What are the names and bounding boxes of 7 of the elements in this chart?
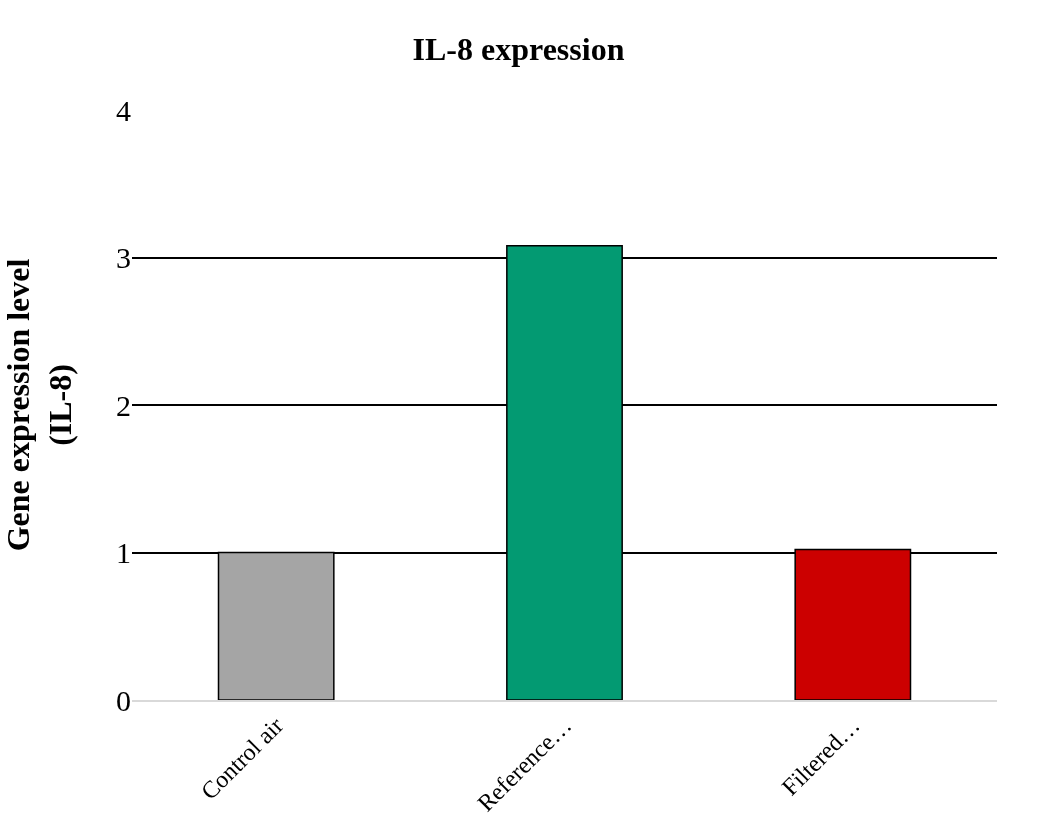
chart-title: IL-8 expression [412, 30, 625, 67]
y-tick-label: 2 [116, 388, 131, 422]
y-tick-label: 1 [116, 536, 131, 569]
y-tick-label: 0 [116, 683, 131, 717]
y-tick-label: 3 [116, 241, 131, 274]
y-tick-label: 4 [116, 93, 131, 127]
y-axis-title: Gene expression level (IL-8) [0, 258, 78, 552]
